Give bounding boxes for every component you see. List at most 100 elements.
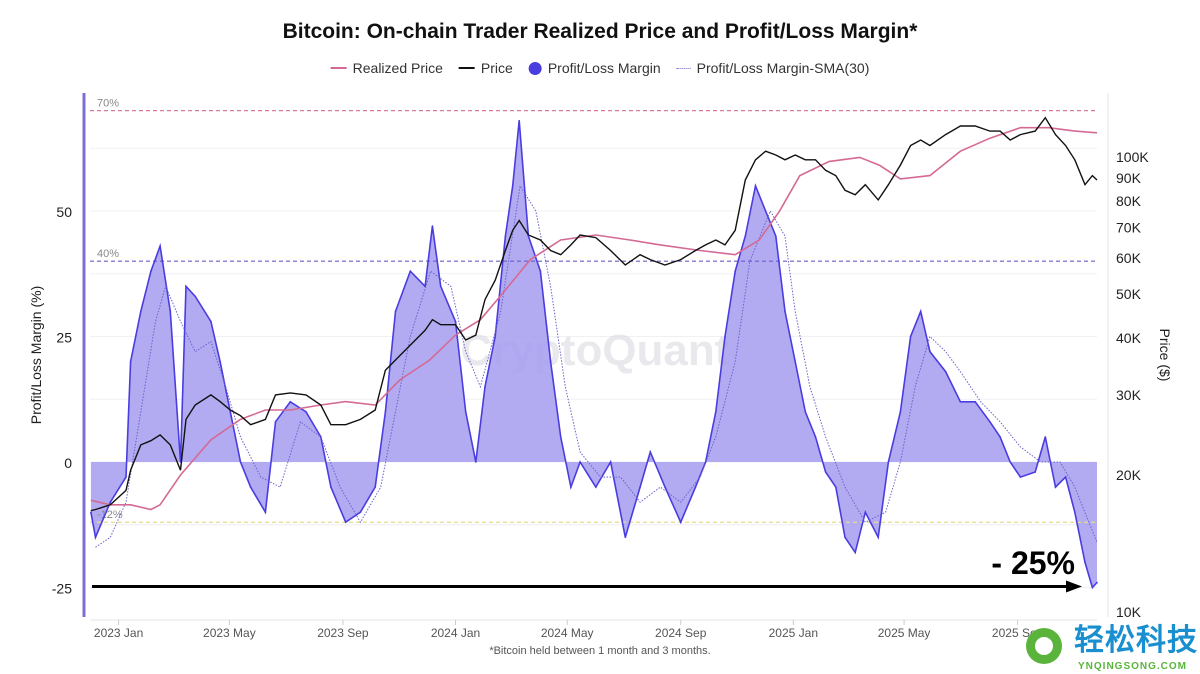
margin-point bbox=[394, 310, 397, 313]
margin-point bbox=[384, 411, 387, 413]
legend-sma[interactable]: Profit/Loss Margin-SMA(30) bbox=[676, 59, 870, 77]
margin-point bbox=[734, 270, 736, 273]
x-tick-label: 2025 Jan bbox=[769, 626, 818, 640]
margin-point bbox=[664, 486, 666, 488]
margin-point bbox=[239, 461, 242, 463]
legend-realized-price[interactable]: Realized Price bbox=[330, 59, 443, 77]
margin-point bbox=[784, 310, 786, 313]
margin-point bbox=[1019, 476, 1022, 478]
margin-point bbox=[919, 310, 922, 313]
margin-point bbox=[679, 521, 682, 524]
margin-point bbox=[1054, 486, 1057, 488]
margin-line bbox=[90, 120, 1098, 590]
margin-point bbox=[159, 245, 161, 247]
legend-margin[interactable]: Profit/Loss Margin bbox=[528, 59, 661, 77]
margin-point bbox=[374, 486, 377, 488]
margin-point bbox=[1084, 561, 1086, 564]
margin-point bbox=[1091, 586, 1094, 589]
right-axis-title: Price ($) bbox=[1157, 329, 1173, 382]
price-line bbox=[90, 116, 1098, 512]
margin-point bbox=[844, 536, 846, 539]
margin-point bbox=[624, 536, 627, 539]
right-tick-label: 40K bbox=[1116, 330, 1142, 346]
margin-point bbox=[854, 551, 856, 554]
margin-point bbox=[504, 235, 507, 237]
margin-point bbox=[194, 295, 197, 298]
arrow-head-icon bbox=[1066, 580, 1082, 593]
margin-point bbox=[94, 536, 97, 539]
right-tick-label: 100K bbox=[1116, 149, 1149, 165]
right-tick-label: 90K bbox=[1116, 170, 1142, 186]
margin-point bbox=[944, 370, 947, 373]
margin-point bbox=[570, 486, 572, 488]
legend-label: Profit/Loss Margin bbox=[547, 60, 661, 76]
margin-point bbox=[1044, 436, 1047, 438]
margin-point bbox=[518, 119, 520, 122]
legend-label: Realized Price bbox=[352, 60, 443, 76]
margin-point bbox=[359, 511, 362, 513]
margin-point bbox=[539, 270, 542, 273]
right-tick-label: 30K bbox=[1116, 387, 1142, 403]
legend-swatch bbox=[528, 61, 542, 75]
margin-point bbox=[959, 400, 962, 403]
margin-point bbox=[249, 486, 252, 488]
left-tick-label: 25 bbox=[56, 330, 72, 346]
logo-text: 轻松科技 bbox=[1074, 624, 1198, 657]
left-tick-label: -25 bbox=[52, 581, 72, 597]
margin-point bbox=[1009, 461, 1012, 463]
margin-point bbox=[989, 421, 991, 423]
margin-point bbox=[527, 235, 530, 237]
legend: Realized Price Price Profit/Loss Margin … bbox=[330, 59, 870, 77]
margin-fill bbox=[90, 120, 1098, 588]
margin-point bbox=[639, 486, 641, 488]
legend-label: Price bbox=[480, 60, 513, 76]
margin-point bbox=[109, 501, 112, 503]
margin-point bbox=[169, 310, 172, 313]
legend-swatch bbox=[330, 67, 347, 69]
margin-point bbox=[511, 185, 514, 187]
margin-point bbox=[1096, 581, 1098, 584]
margin-point bbox=[319, 436, 322, 438]
margin-point bbox=[484, 385, 486, 388]
x-tick-label: 2023 Jan bbox=[94, 626, 143, 640]
margin-point bbox=[559, 436, 562, 438]
margin-point bbox=[999, 436, 1001, 438]
margin-point bbox=[899, 411, 902, 413]
legend-swatch bbox=[458, 67, 475, 69]
margin-point bbox=[494, 335, 496, 338]
margin-point bbox=[649, 451, 652, 453]
margin-point bbox=[125, 476, 127, 478]
realized-price-line bbox=[90, 126, 1098, 511]
sma-line bbox=[95, 184, 1098, 548]
x-tick-label: 2023 Sep bbox=[317, 626, 369, 640]
margin-point bbox=[834, 486, 837, 488]
margin-point bbox=[724, 335, 726, 338]
right-tick-label: 60K bbox=[1116, 250, 1142, 266]
right-tick-label: 10K bbox=[1116, 604, 1142, 620]
margin-point bbox=[219, 360, 221, 363]
margin-point bbox=[454, 320, 457, 323]
axes: 50 25 0 -25 100K 90K 80K 70K 60K 50K 40K 30K 20K 10K 2… bbox=[28, 93, 1173, 640]
margin-point bbox=[694, 486, 697, 488]
annotation: - 25% bbox=[92, 545, 1082, 593]
series-lines bbox=[90, 116, 1098, 590]
legend-price[interactable]: Price bbox=[458, 59, 513, 77]
margin-point bbox=[824, 471, 827, 473]
margin-area bbox=[90, 120, 1098, 588]
margin-point bbox=[609, 461, 612, 463]
annotation-text: - 25% bbox=[991, 545, 1075, 581]
margin-point bbox=[464, 411, 467, 413]
x-tick-label: 2024 Jan bbox=[431, 626, 480, 640]
margin-point bbox=[264, 511, 267, 513]
margin-point bbox=[754, 185, 757, 187]
margin-point bbox=[814, 436, 817, 438]
margin-point bbox=[90, 511, 92, 513]
x-tick-label: 2024 May bbox=[541, 626, 594, 640]
chart-title: Bitcoin: On-chain Trader Realized Price … bbox=[282, 20, 918, 43]
margin-point bbox=[344, 521, 347, 524]
margin-point bbox=[129, 360, 132, 363]
margin-point bbox=[864, 511, 867, 513]
margin-point bbox=[887, 461, 890, 463]
legend-label: Profit/Loss Margin-SMA(30) bbox=[696, 60, 870, 76]
left-tick-label: 50 bbox=[56, 204, 72, 220]
